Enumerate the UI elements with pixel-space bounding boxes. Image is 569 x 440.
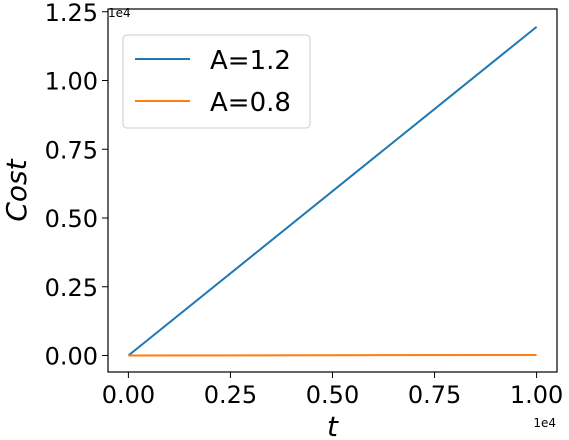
y-axis-label: Cost	[0, 158, 33, 221]
y-tick-label: 0.50	[45, 205, 98, 233]
x-axis-offset-label: 1e4	[533, 416, 556, 430]
legend-label-series-1: A=1.2	[210, 46, 291, 76]
x-tick-label: 0.75	[408, 381, 461, 409]
x-axis-ticks: 0.00 0.25 0.50 0.75 1.00	[102, 372, 563, 409]
y-tick-label: 0.75	[45, 136, 98, 164]
series-line-2	[128, 353, 537, 357]
y-tick-label: 1.00	[45, 68, 98, 96]
x-tick-label: 0.00	[102, 381, 155, 409]
plot-lines	[127, 26, 538, 357]
y-axis-offset-label: 1e4	[108, 6, 131, 20]
legend: A=1.2 A=0.8	[122, 34, 311, 129]
y-axis-ticks: 0.00 0.25 0.50 0.75 1.00 1.25	[45, 0, 108, 371]
x-tick-label: 1.00	[510, 381, 563, 409]
legend-label-series-2: A=0.8	[210, 88, 291, 118]
x-tick-label: 0.25	[204, 381, 257, 409]
x-tick-label: 0.50	[306, 381, 359, 409]
y-tick-label: 1.25	[45, 0, 98, 27]
y-tick-label: 0.00	[45, 343, 98, 371]
y-tick-label: 0.25	[45, 274, 98, 302]
series-line-1	[127, 26, 538, 357]
x-axis-label: t	[327, 410, 339, 440]
